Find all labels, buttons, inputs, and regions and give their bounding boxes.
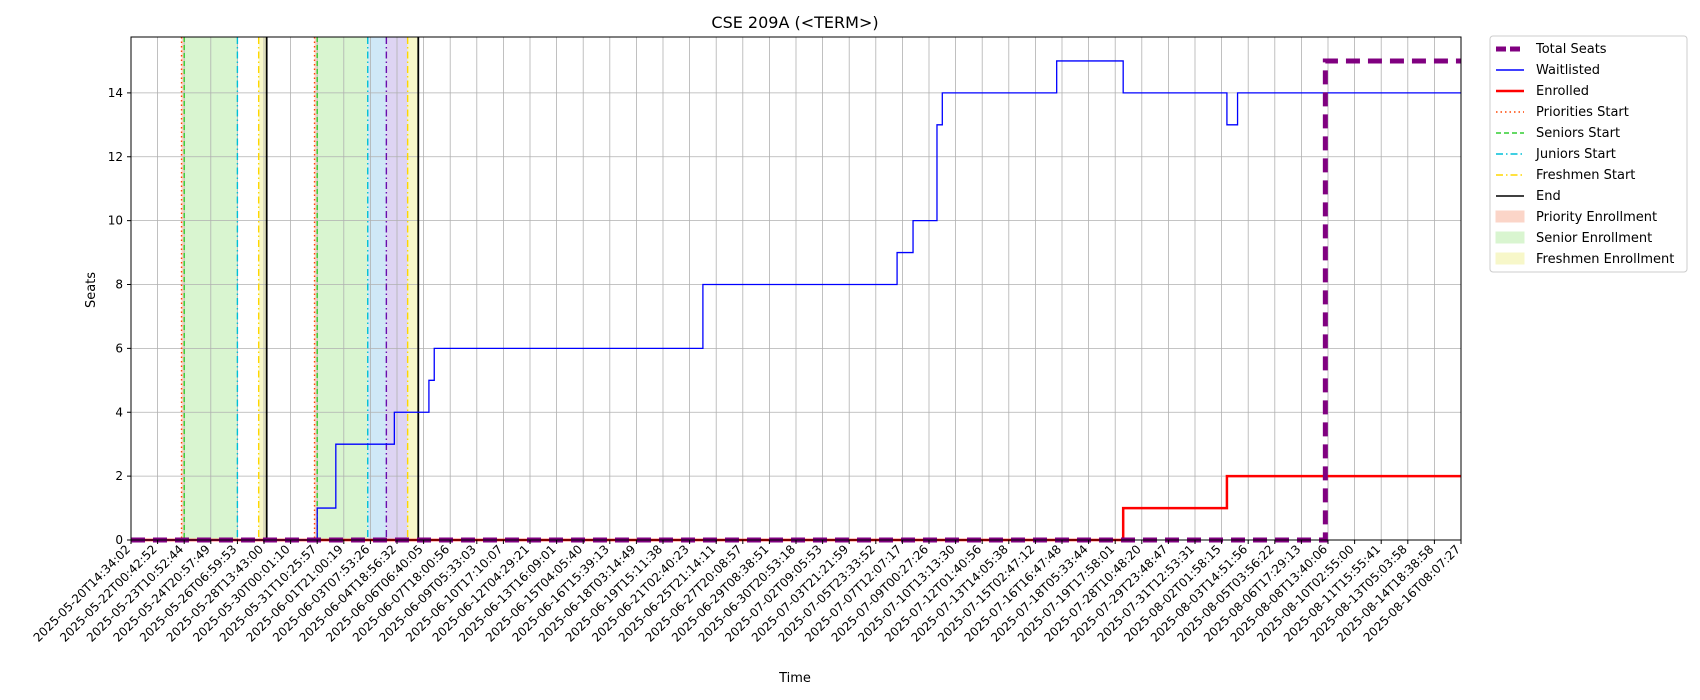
- phase-band: [181, 37, 185, 540]
- y-axis-label: Seats: [84, 272, 99, 308]
- y-tick-label: 12: [108, 150, 123, 164]
- y-tick-label: 4: [115, 405, 123, 419]
- chart-title: CSE 209A (<TERM>): [711, 13, 878, 32]
- legend-label: Total Seats: [1535, 42, 1607, 57]
- y-axis-ticks: 0 2 4 6 8 10 12 14: [108, 86, 131, 547]
- legend-label: Senior Enrollment: [1536, 231, 1652, 246]
- phase-markers: [180, 37, 420, 540]
- legend-swatch: [1495, 210, 1525, 223]
- y-tick-label: 10: [108, 214, 123, 228]
- y-tick-label: 14: [108, 86, 123, 100]
- legend-label: Priorities Start: [1536, 105, 1629, 120]
- legend-label: Seniors Start: [1536, 126, 1620, 141]
- legend-label: Waitlisted: [1536, 63, 1600, 78]
- legend: Total Seats Waitlisted Enrolled Priorities …: [1489, 35, 1688, 273]
- phase-band: [317, 37, 368, 540]
- y-tick-label: 6: [115, 341, 123, 355]
- legend-label: Enrolled: [1536, 84, 1589, 99]
- y-tick-label: 2: [115, 469, 123, 483]
- legend-swatch: [1495, 231, 1525, 244]
- x-axis-ticks: 2025-05-20T14:34:022025-05-22T00:42:5220…: [31, 540, 1463, 645]
- phase-band: [407, 37, 419, 540]
- legend-label: Freshmen Enrollment: [1536, 252, 1674, 267]
- phase-bands: [181, 37, 419, 540]
- legend-label: Freshmen Start: [1536, 168, 1635, 183]
- y-tick-label: 0: [115, 533, 123, 547]
- phase-band: [314, 37, 318, 540]
- series-waitlisted: [131, 60, 1461, 541]
- legend-label: Priority Enrollment: [1536, 210, 1657, 225]
- x-axis-label: Time: [778, 671, 811, 686]
- legend-box: [1489, 35, 1688, 273]
- legend-swatch: [1495, 252, 1525, 265]
- legend-label: Juniors Start: [1535, 147, 1616, 162]
- y-tick-label: 8: [115, 278, 123, 292]
- phase-band: [258, 37, 267, 540]
- legend-label: End: [1536, 189, 1561, 204]
- phase-band: [367, 37, 387, 540]
